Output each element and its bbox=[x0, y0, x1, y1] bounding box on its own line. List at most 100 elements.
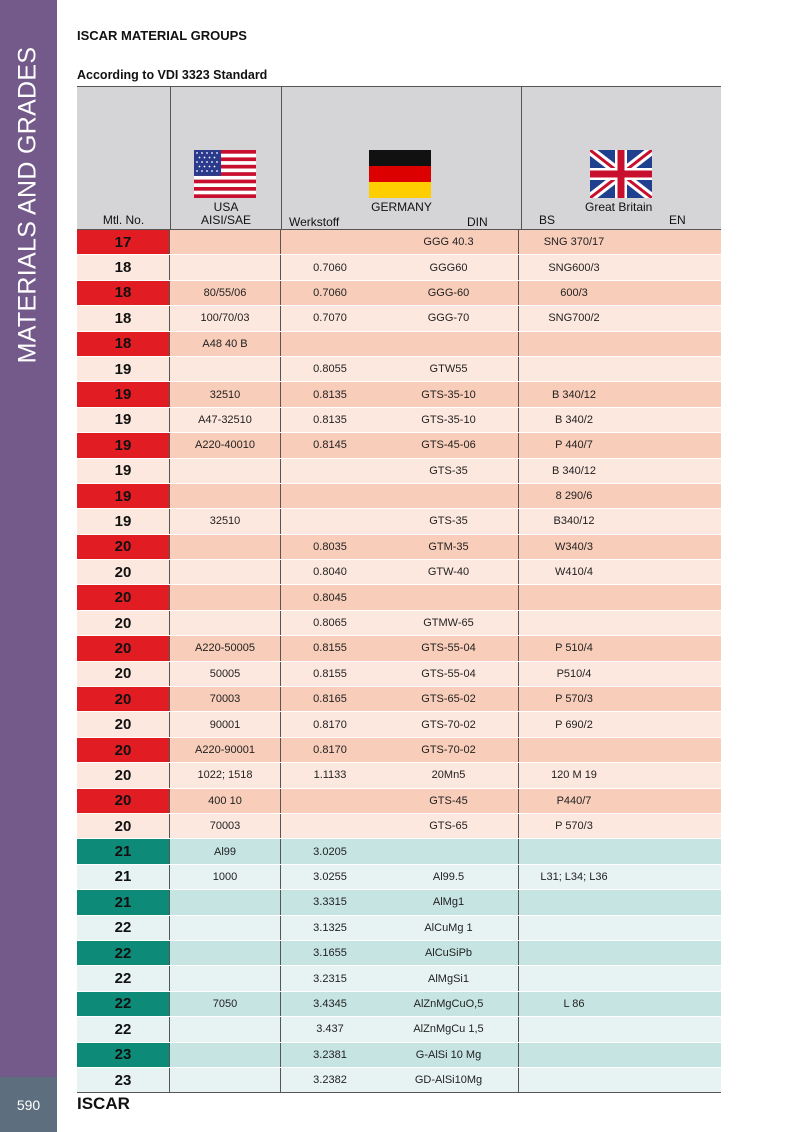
cell-en bbox=[629, 636, 721, 660]
cell-din: GTS-65-02 bbox=[379, 687, 519, 712]
cell-en bbox=[629, 712, 721, 736]
table-row: 20 50005 0.8155 GTS-55-04 P510/4 bbox=[77, 661, 721, 688]
cell-en bbox=[629, 281, 721, 305]
cell-din: GGG 40.3 bbox=[379, 230, 519, 255]
cell-mtl-no: 18 bbox=[77, 306, 170, 331]
table-row: 18 A48 40 B bbox=[77, 331, 721, 357]
cell-bs bbox=[519, 738, 629, 762]
table-row: 19 0.8055 GTW55 bbox=[77, 356, 721, 383]
cell-werkstoff: 0.8165 bbox=[313, 693, 347, 706]
cell-usa: 70003 bbox=[170, 687, 281, 712]
cell-bs bbox=[519, 916, 629, 940]
cell-bs: P440/7 bbox=[556, 794, 592, 807]
cell-en bbox=[629, 890, 721, 914]
cell-usa bbox=[170, 1017, 281, 1042]
cell-usa bbox=[170, 1067, 281, 1093]
cell-din: AlCuSiPb bbox=[379, 940, 519, 966]
cell-en bbox=[629, 382, 721, 406]
cell-en bbox=[629, 459, 721, 483]
cell-bs bbox=[519, 357, 629, 381]
cell-bs: 120 M 19 bbox=[551, 769, 597, 782]
cell-din: GTS-35 bbox=[379, 509, 519, 534]
header-werkstoff: Werkstoff bbox=[289, 215, 340, 229]
page-title: ISCAR MATERIAL GROUPS bbox=[77, 28, 247, 43]
table-row: 19 GTS-35 B 340/12 bbox=[77, 458, 721, 484]
cell-en bbox=[629, 535, 721, 559]
cell-bs bbox=[519, 332, 629, 356]
cell-bs bbox=[519, 941, 629, 965]
cell-werkstoff: 3.3315 bbox=[313, 896, 347, 909]
cell-mtl-no: 20 bbox=[77, 636, 170, 661]
cell-din: GTS-45-06 bbox=[379, 433, 519, 458]
cell-mtl-no: 17 bbox=[77, 230, 170, 255]
cell-mtl-no: 19 bbox=[77, 483, 170, 509]
table-row: 19 8 290/6 bbox=[77, 483, 721, 510]
cell-usa bbox=[170, 915, 281, 940]
cell-bs bbox=[519, 1017, 629, 1041]
cell-bs: B 340/2 bbox=[555, 413, 593, 426]
cell-mtl-no: 22 bbox=[77, 940, 170, 966]
cell-mtl-no: 20 bbox=[77, 737, 170, 763]
great-britain-flag-icon bbox=[590, 150, 652, 198]
cell-bs bbox=[519, 1068, 629, 1092]
cell-usa bbox=[170, 890, 281, 915]
cell-mtl-no: 21 bbox=[77, 839, 170, 864]
cell-usa bbox=[170, 534, 281, 560]
cell-werkstoff: 3.1325 bbox=[313, 921, 347, 934]
cell-en bbox=[629, 408, 721, 432]
cell-bs bbox=[519, 611, 629, 635]
cell-werkstoff bbox=[281, 814, 379, 838]
cell-en bbox=[629, 966, 721, 990]
cell-din: GTS-70-02 bbox=[379, 712, 519, 737]
cell-werkstoff: 0.8045 bbox=[313, 591, 347, 604]
cell-mtl-no: 18 bbox=[77, 255, 170, 280]
table-row: 23 3.2382 GD-AlSi10Mg bbox=[77, 1067, 721, 1094]
cell-mtl-no: 19 bbox=[77, 509, 170, 534]
cell-mtl-no: 20 bbox=[77, 813, 170, 839]
cell-en bbox=[629, 941, 721, 965]
cell-mtl-no: 22 bbox=[77, 1017, 170, 1042]
cell-bs: P 570/3 bbox=[555, 820, 593, 833]
table-row: 22 7050 3.4345 AlZnMgCuO,5 L 86 bbox=[77, 991, 721, 1018]
cell-mtl-no: 20 bbox=[77, 585, 170, 610]
cell-werkstoff: 0.8155 bbox=[313, 642, 347, 655]
cell-mtl-no: 21 bbox=[77, 864, 170, 890]
cell-werkstoff: 0.8170 bbox=[313, 744, 347, 756]
cell-bs bbox=[519, 1043, 629, 1067]
table-row: 20 A220-50005 0.8155 GTS-55-04 P 510/4 bbox=[77, 636, 721, 662]
table-row: 18 0.7060 GGG60 SNG600/3 bbox=[77, 255, 721, 281]
cell-usa bbox=[170, 940, 281, 966]
header-divider bbox=[170, 87, 171, 229]
cell-en bbox=[629, 255, 721, 279]
page-number: 590 bbox=[0, 1077, 57, 1132]
cell-mtl-no: 20 bbox=[77, 560, 170, 585]
cell-usa: 400 10 bbox=[170, 788, 281, 813]
cell-bs bbox=[519, 839, 629, 863]
table-header: Mtl. No. USA AISI/SAE Werkstoff GERMANY … bbox=[77, 86, 721, 230]
cell-bs: SNG 370/17 bbox=[543, 236, 605, 249]
cell-din: GTW-40 bbox=[379, 560, 519, 585]
cell-werkstoff: 3.2315 bbox=[313, 972, 347, 985]
table-row: 20 400 10 GTS-45 P440/7 bbox=[77, 788, 721, 814]
cell-werkstoff bbox=[281, 509, 379, 533]
table-row: 21 1000 3.0255 Al99.5 L31; L34; L36 bbox=[77, 864, 721, 891]
cell-werkstoff: 3.4345 bbox=[313, 997, 347, 1010]
header-divider bbox=[521, 87, 522, 229]
table-row: 21 3.3315 AlMg1 bbox=[77, 890, 721, 916]
table-row: 22 3.2315 AlMgSi1 bbox=[77, 966, 721, 992]
cell-bs: B340/12 bbox=[553, 515, 595, 528]
cell-bs: W340/3 bbox=[555, 540, 593, 553]
cell-bs bbox=[519, 966, 629, 990]
table-row: 20 A220-90001 0.8170 GTS-70-02 bbox=[77, 737, 721, 764]
header-usa-standard: AISI/SAE bbox=[200, 213, 252, 227]
cell-mtl-no: 23 bbox=[77, 1067, 170, 1093]
cell-werkstoff bbox=[281, 484, 379, 508]
cell-usa bbox=[170, 483, 281, 509]
header-usa-country: USA bbox=[213, 200, 239, 214]
cell-usa: A220-40010 bbox=[170, 433, 281, 458]
table-row: 20 0.8065 GTMW-65 bbox=[77, 610, 721, 637]
cell-mtl-no: 20 bbox=[77, 763, 170, 788]
cell-en bbox=[629, 687, 721, 711]
cell-usa bbox=[170, 1042, 281, 1067]
cell-usa: A47-32510 bbox=[170, 407, 281, 433]
